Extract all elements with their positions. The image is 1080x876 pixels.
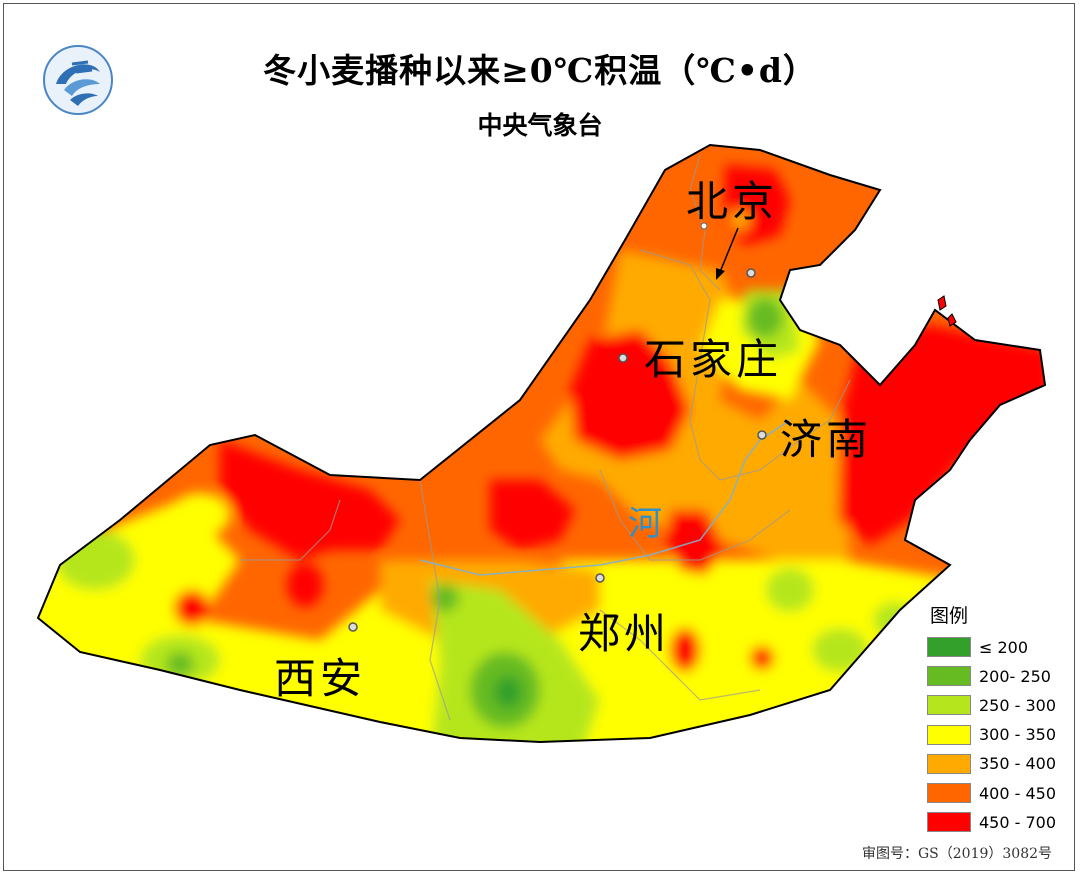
xian-marker [348, 622, 358, 632]
legend-swatch [927, 724, 971, 745]
legend-item: 300 - 350 [927, 724, 1057, 745]
tianjin-marker [746, 268, 756, 278]
label-xian: 西安 [274, 654, 367, 703]
shijiazhuang-marker [618, 353, 628, 363]
review-number: 审图号：GS（2019）3082号 [862, 846, 1053, 862]
legend-label: 200- 250 [979, 666, 1051, 686]
zhengzhou-marker [595, 573, 605, 583]
legend-label: 450 - 700 [979, 812, 1057, 832]
legend-item: 350 - 400 [927, 753, 1057, 774]
yellow-river-line [419, 419, 791, 576]
map-title: 冬小麦播种以来≥0℃积温（℃•d） [263, 51, 817, 90]
jinan-marker [757, 430, 767, 440]
label-zhengzhou: 郑州 [578, 609, 671, 658]
label-jinan: 济南 [780, 415, 873, 464]
legend-item: ≤ 200 [927, 637, 1028, 657]
map-frame [3, 3, 1075, 871]
legend-label: 350 - 400 [979, 754, 1057, 774]
legend-swatch [927, 666, 971, 687]
beijing-arrow [716, 227, 739, 280]
legend-item: 450 - 700 [927, 812, 1057, 833]
map-subtitle: 中央气象台 [477, 111, 603, 140]
legend-swatch [927, 637, 971, 657]
legend-swatch [927, 812, 971, 833]
cma-logo-icon [43, 45, 113, 115]
legend-item: 250 - 300 [927, 695, 1057, 716]
city-markers [348, 222, 767, 632]
legend-label: ≤ 200 [979, 637, 1029, 657]
beijing-marker [700, 222, 708, 230]
legend-swatch [927, 695, 971, 716]
legend-item: 400 - 450 [927, 783, 1056, 803]
legend-title: 图例 [930, 605, 969, 627]
legend-swatch [927, 783, 971, 803]
label-beijing: 北京 [686, 177, 779, 226]
label-river: 河 [628, 504, 666, 544]
legend-label: 400 - 450 [979, 783, 1057, 803]
legend-item: 200- 250 [927, 666, 1051, 687]
region-outline [36, 143, 1047, 744]
label-shijiazhuang: 石家庄 [644, 335, 783, 384]
legend-label: 250 - 300 [979, 695, 1057, 715]
legend-label: 300 - 350 [979, 725, 1057, 745]
legend-swatch [927, 753, 971, 774]
